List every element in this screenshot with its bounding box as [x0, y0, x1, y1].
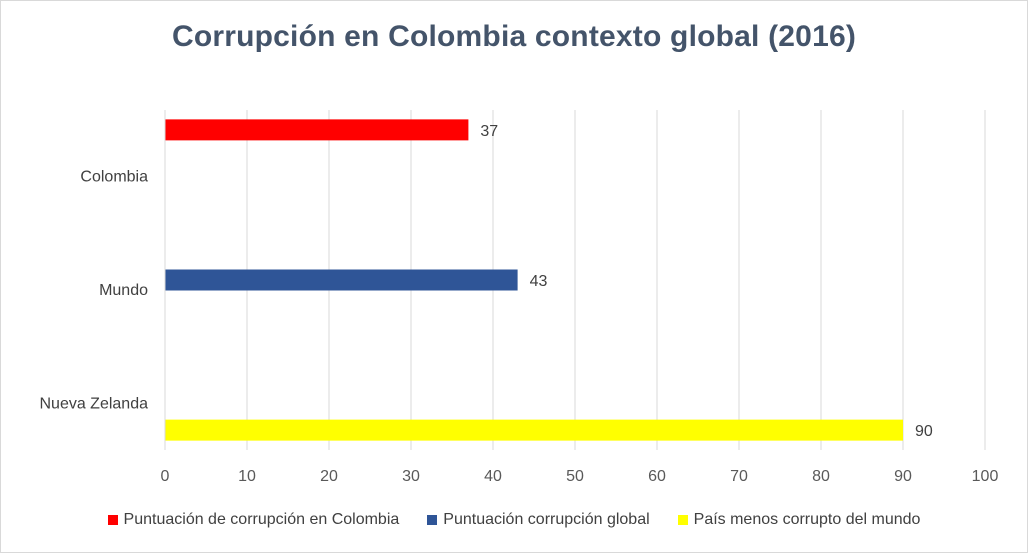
y-category-label: Colombia	[80, 169, 148, 186]
x-tick-label: 10	[238, 468, 256, 485]
x-tick-label: 80	[812, 468, 830, 485]
legend-swatch	[107, 515, 118, 525]
x-tick-label: 40	[484, 468, 502, 485]
data-label: 37	[480, 123, 498, 140]
x-tick-label: 50	[566, 468, 584, 485]
legend-label: Puntuación corrupción global	[443, 511, 650, 528]
legend-item: Puntuación de corrupción en Colombia	[107, 511, 400, 529]
plot-area: 0 10 20 30 40 50 60 70 80 90 100 Colombia 37 Mundo 43 N…	[39, 110, 999, 485]
legend-item: Puntuación corrupción global	[427, 511, 650, 529]
legend-label: Puntuación de corrupción en Colombia	[123, 511, 400, 528]
data-label: 43	[530, 273, 548, 290]
x-tick-label: 20	[320, 468, 338, 485]
data-label: 90	[915, 423, 933, 440]
legend-swatch	[677, 515, 688, 525]
x-tick-label: 60	[648, 468, 666, 485]
legend-item: País menos corrupto del mundo	[677, 511, 921, 529]
x-tick-label: 30	[402, 468, 420, 485]
bar	[165, 119, 469, 141]
legend: Puntuación de corrupción en Colombia Punt…	[0, 511, 1028, 529]
y-category-label: Mundo	[99, 282, 148, 299]
x-tick-label: 0	[161, 468, 170, 485]
y-category-label: Nueva Zelanda	[39, 395, 148, 412]
x-tick-label: 70	[730, 468, 748, 485]
chart-title: Corrupción en Colombia contexto global (…	[171, 20, 857, 53]
bar	[165, 419, 903, 441]
legend-swatch	[427, 515, 438, 525]
x-tick-label: 90	[894, 468, 912, 485]
x-tick-label: 100	[972, 468, 999, 485]
bar	[165, 269, 518, 291]
legend-label: País menos corrupto del mundo	[693, 511, 921, 528]
